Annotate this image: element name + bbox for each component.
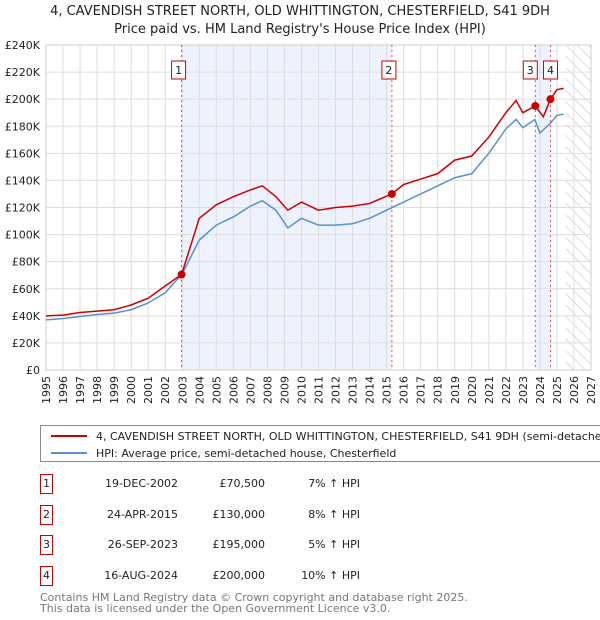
sale-number: 3 xyxy=(40,535,53,555)
sale-label-box xyxy=(171,60,187,80)
x-tick-label: 2000 xyxy=(125,376,138,404)
x-tick-label: 1995 xyxy=(40,376,53,404)
x-tick-label: 2008 xyxy=(261,376,274,404)
x-tick-label: 1999 xyxy=(108,376,121,404)
chart-subtitle: Price paid vs. HM Land Registry's House … xyxy=(114,22,486,37)
sale-number: 4 xyxy=(40,565,53,586)
y-tick-label: £160K xyxy=(5,147,41,160)
sale-point xyxy=(387,189,396,198)
plot-frame xyxy=(45,44,592,371)
x-tick-label: 2023 xyxy=(517,376,530,404)
y-tick-label: £20K xyxy=(12,337,41,350)
series-line xyxy=(45,113,564,321)
x-tick-label: 2011 xyxy=(313,376,326,404)
sale-label: 1 xyxy=(175,64,182,77)
x-tick-label: 2003 xyxy=(176,376,189,404)
y-tick-label: £240K xyxy=(5,39,41,52)
x-tick-label: 1996 xyxy=(57,376,70,404)
x-tick-label: 2022 xyxy=(500,376,513,404)
x-tick-label: 2020 xyxy=(466,376,479,404)
sale-label: 3 xyxy=(527,64,534,77)
legend-swatch-blue xyxy=(51,452,87,454)
x-tick-label: 1997 xyxy=(74,376,87,404)
sale-point xyxy=(546,95,555,104)
sale-number: 1 xyxy=(40,474,53,494)
sale-point xyxy=(531,101,540,110)
y-tick-label: £100K xyxy=(5,229,41,242)
x-tick-label: 2002 xyxy=(159,376,172,404)
footer-copyright: Contains HM Land Registry data © Crown c… xyxy=(40,591,468,604)
price-chart: 1995 1996 1997 1998 1999 2000 2001 2002 2003 2004… xyxy=(5,39,598,404)
y-tick-label: £180K xyxy=(5,120,41,133)
x-tick-label: 2018 xyxy=(432,376,445,404)
x-tick-label: 2019 xyxy=(449,376,462,404)
x-tick-label: 2017 xyxy=(415,376,428,404)
legend-item-hpi: HPI: Average price, semi-detached house,… xyxy=(51,445,396,461)
sale-label-box xyxy=(381,60,397,80)
sale-price: £70,500 xyxy=(219,477,266,490)
sale-number: 2 xyxy=(40,504,53,525)
sale-label-box xyxy=(522,60,538,80)
x-tick-label: 2015 xyxy=(381,376,394,404)
sale-label-box xyxy=(542,60,558,80)
legend-swatch-red xyxy=(51,435,87,437)
x-tick-label: 2026 xyxy=(568,376,581,404)
x-tick-label: 2009 xyxy=(278,376,291,404)
footer-licence: This data is licensed under the Open Gov… xyxy=(40,602,391,615)
sale-hpi-diff: 10% ↑ HPI xyxy=(301,568,360,582)
sale-price: £130,000 xyxy=(212,507,266,521)
x-tick-label: 2025 xyxy=(551,376,564,404)
y-tick-label: £40K xyxy=(12,310,41,323)
y-tick-label: £120K xyxy=(5,202,41,215)
sale-hpi-diff: 5% ↑ HPI xyxy=(308,538,360,551)
x-tick-label: 2010 xyxy=(295,376,308,404)
sale-label: 2 xyxy=(385,64,392,77)
y-tick-label: £60K xyxy=(12,283,41,296)
sale-date: 24-APR-2015 xyxy=(106,507,178,521)
x-tick-label: 2016 xyxy=(398,376,411,404)
x-tick-label: 2005 xyxy=(210,376,223,404)
chart-title: 4, CAVENDISH STREET NORTH, OLD WHITTINGT… xyxy=(50,4,550,19)
x-tick-label: 1998 xyxy=(91,376,104,404)
x-tick-label: 2004 xyxy=(193,376,206,404)
x-tick-label: 2021 xyxy=(483,376,496,404)
y-tick-label: £80K xyxy=(12,256,41,269)
x-tick-label: 2013 xyxy=(347,376,360,404)
sale-date: 16-AUG-2024 xyxy=(104,568,178,582)
sale-date: 26-SEP-2023 xyxy=(107,538,178,551)
sale-price: £200,000 xyxy=(212,568,266,582)
sale-label: 4 xyxy=(547,64,554,77)
x-tick-label: 2014 xyxy=(364,376,377,404)
sale-hpi-diff: 7% ↑ HPI xyxy=(308,477,360,490)
y-tick-label: £220K xyxy=(5,66,41,79)
y-tick-label: £200K xyxy=(5,93,41,106)
sale-price: £195,000 xyxy=(212,538,266,551)
x-tick-label: 2001 xyxy=(142,376,155,404)
sale-date: 19-DEC-2002 xyxy=(104,477,178,490)
x-tick-label: 2024 xyxy=(534,376,547,404)
x-tick-label: 2012 xyxy=(330,376,343,404)
x-tick-label: 2027 xyxy=(585,376,598,404)
y-tick-label: £140K xyxy=(5,174,41,187)
sale-hpi-diff: 8% ↑ HPI xyxy=(308,507,360,521)
sale-point xyxy=(177,270,186,279)
x-tick-label: 2007 xyxy=(244,376,257,404)
x-tick-label: 2006 xyxy=(227,376,240,404)
legend-item-property: 4, CAVENDISH STREET NORTH, OLD WHITTINGT… xyxy=(51,428,600,444)
y-tick-label: £0 xyxy=(26,364,40,377)
series-line xyxy=(45,87,564,317)
legend: 4, CAVENDISH STREET NORTH, OLD WHITTINGT… xyxy=(40,425,600,462)
